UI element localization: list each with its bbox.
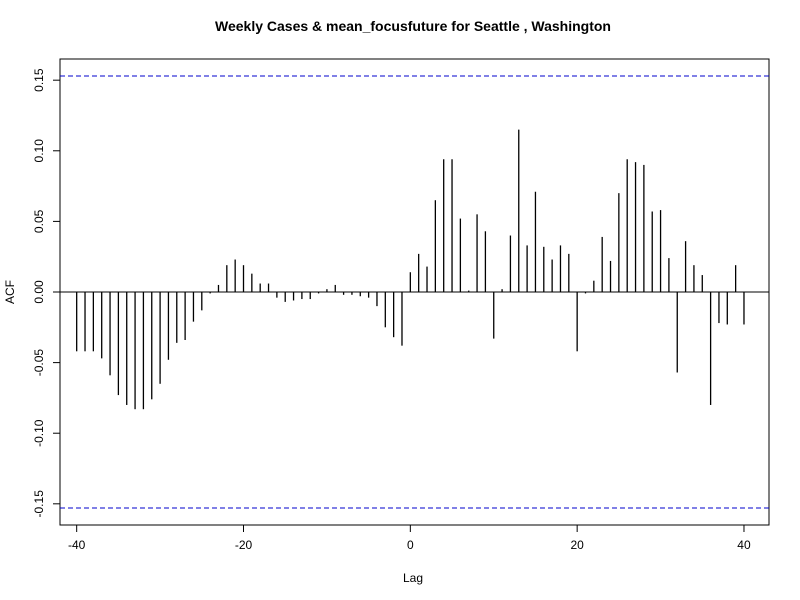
y-tick-label: 0.15 bbox=[32, 68, 46, 92]
x-tick-label: 20 bbox=[570, 538, 584, 552]
x-tick-label: -40 bbox=[68, 538, 86, 552]
y-tick-label: -0.10 bbox=[32, 419, 46, 447]
y-tick-label: 0.10 bbox=[32, 139, 46, 163]
chart-title: Weekly Cases & mean_focusfuture for Seat… bbox=[215, 18, 611, 34]
x-axis-label: Lag bbox=[403, 571, 423, 585]
x-tick-label: 0 bbox=[407, 538, 414, 552]
y-tick-label: -0.05 bbox=[32, 349, 46, 377]
y-axis-label: ACF bbox=[3, 280, 17, 304]
y-tick-label: -0.15 bbox=[32, 490, 46, 518]
x-tick-label: 40 bbox=[737, 538, 751, 552]
y-tick-label: 0.00 bbox=[32, 280, 46, 304]
y-tick-label: 0.05 bbox=[32, 209, 46, 233]
x-tick-label: -20 bbox=[235, 538, 253, 552]
plot-area: -40 -20 0 20 40 -0.15 -0.10 -0.05 0.00 0.05 0.10 0.… bbox=[32, 58, 770, 552]
